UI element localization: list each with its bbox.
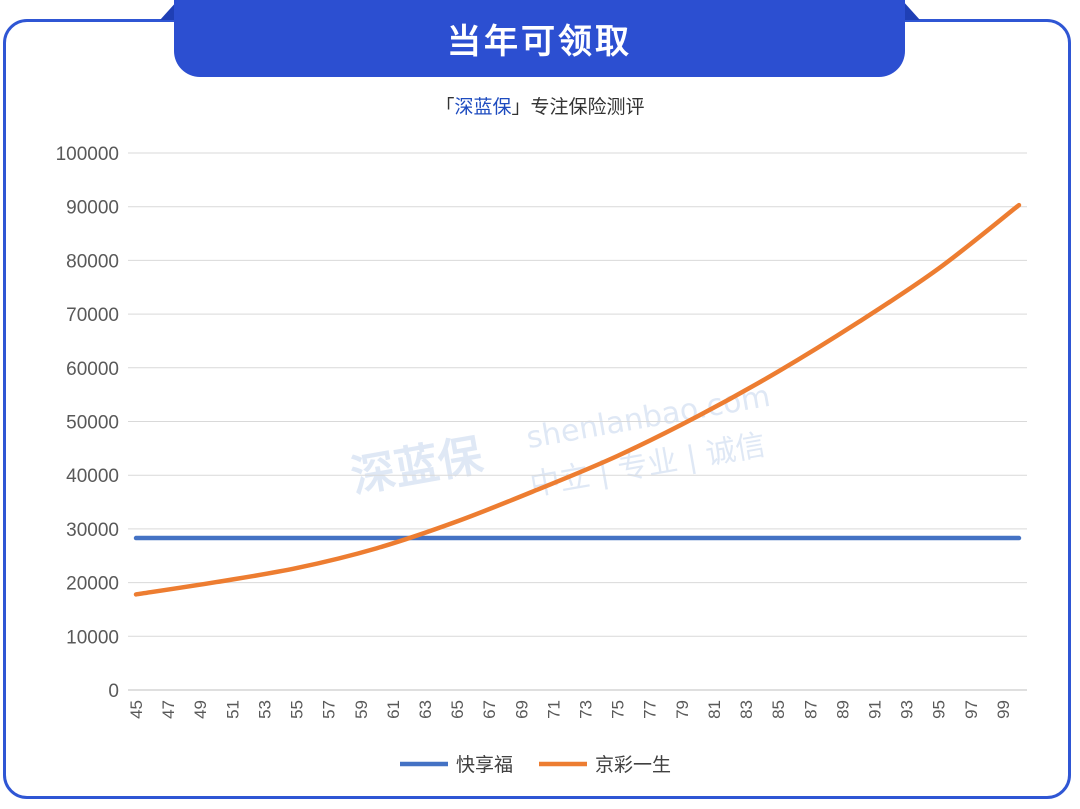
y-tick-label: 80000 [66,251,119,272]
x-tick-label: 67 [480,700,499,719]
y-tick-label: 0 [108,681,119,702]
x-tick-label: 63 [416,700,435,719]
x-tick-label: 93 [898,700,917,719]
y-tick-label: 60000 [66,359,119,380]
x-tick-label: 97 [962,700,981,719]
x-tick-label: 81 [705,700,724,719]
x-tick-label: 73 [577,700,596,719]
y-tick-label: 30000 [66,520,119,541]
subtitle-suffix: 」专注保险测评 [511,96,645,118]
legend-label-2: 京彩一生 [595,754,671,776]
x-tick-label: 69 [512,700,531,719]
y-tick-label: 50000 [66,413,119,434]
x-tick-label: 95 [930,700,949,719]
x-tick-label: 91 [865,700,884,719]
y-tick-label: 10000 [66,627,119,648]
x-tick-label: 55 [288,700,307,719]
x-tick-label: 45 [127,700,146,719]
y-tick-label: 20000 [66,574,119,595]
y-tick-label: 90000 [66,198,119,219]
y-tick-label: 40000 [66,466,119,487]
x-tick-label: 47 [159,700,178,719]
chart-frame [3,19,1071,799]
x-tick-label: 57 [320,700,339,719]
x-tick-label: 79 [673,700,692,719]
banner-title: 当年可领取 [447,22,632,62]
x-tick-label: 89 [833,700,852,719]
legend-label-1: 快享福 [456,754,513,776]
x-tick-label: 51 [223,700,242,719]
x-tick-label: 83 [737,700,756,719]
x-tick-label: 75 [609,700,628,719]
series-line-2 [133,202,1022,597]
x-tick-label: 61 [384,700,403,719]
chart-subtitle: 「深蓝保」专注保险测评 [0,92,1080,119]
x-tick-label: 65 [448,700,467,719]
subtitle-prefix: 「 [435,96,455,118]
x-tick-label: 71 [544,700,563,719]
x-tick-label: 87 [801,700,820,719]
x-tick-label: 59 [352,700,371,719]
y-tick-label: 100000 [56,144,119,165]
x-tick-label: 49 [191,700,210,719]
x-tick-label: 53 [255,700,274,719]
subtitle-brand: 深蓝保 [454,96,512,118]
x-tick-label: 85 [769,700,788,719]
x-tick-label: 99 [994,700,1013,719]
title-banner: 当年可领取 [174,0,905,77]
x-tick-label: 77 [641,700,660,719]
y-tick-label: 70000 [66,305,119,326]
